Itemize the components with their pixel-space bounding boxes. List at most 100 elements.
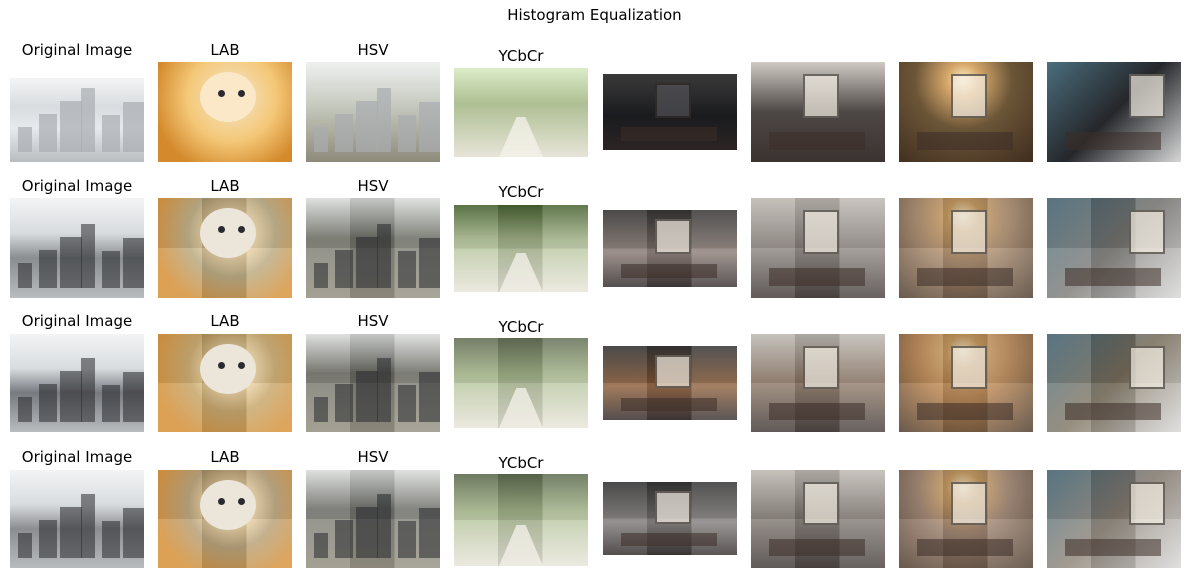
building-shape: [39, 520, 57, 558]
building-shape: [335, 114, 353, 152]
row1-city-skyline-image: [306, 62, 440, 162]
row4-living-room-image: [603, 482, 737, 555]
row4-forest-path-image: [454, 474, 588, 566]
furniture-shape: [1065, 402, 1161, 421]
row3-forest-path-image: [454, 338, 588, 428]
building-shape: [123, 238, 144, 288]
building-shape: [102, 251, 120, 288]
building-shape: [335, 520, 353, 558]
row4-label-lab: LAB: [210, 448, 240, 466]
row2-kitten-image: [158, 198, 292, 298]
building-shape: [102, 115, 120, 152]
row1-label-lab: LAB: [210, 41, 240, 59]
row4-lounge-chandelier-image: [899, 470, 1033, 568]
row4-label-hsv: HSV: [357, 448, 389, 466]
row3-label-hsv: HSV: [357, 312, 389, 330]
window-shape: [951, 74, 987, 118]
building-shape: [18, 397, 32, 422]
building-shape: [419, 102, 440, 152]
kitten-shape: [200, 480, 256, 530]
row4-city-street-image: [10, 470, 144, 568]
row4-living-room-windows-image: [751, 470, 885, 568]
building-shape: [60, 371, 82, 422]
row2-living-room-windows-image: [751, 198, 885, 298]
row3-living-room-image: [603, 346, 737, 420]
building-shape: [18, 127, 32, 152]
row2-label-hsv: HSV: [357, 177, 389, 195]
building-shape: [377, 88, 391, 152]
path-shape: [499, 116, 543, 157]
kitten-eye: [218, 90, 225, 97]
furniture-shape: [621, 127, 717, 141]
window-shape: [951, 481, 987, 525]
row1-lounge-chandelier-image: [899, 62, 1033, 162]
furniture-shape: [621, 533, 717, 547]
row4-bedroom-image: [1047, 470, 1181, 568]
building-shape: [81, 88, 95, 152]
row3-bedroom-image: [1047, 334, 1181, 432]
kitten-eye: [238, 362, 245, 369]
kitten-eye: [218, 226, 225, 233]
window-shape: [803, 481, 839, 525]
building-shape: [39, 250, 57, 288]
window-shape: [951, 210, 987, 254]
kitten-shape: [200, 208, 256, 258]
row1-living-room-image: [603, 74, 737, 150]
building-shape: [398, 115, 416, 152]
window-shape: [1129, 481, 1165, 525]
building-shape: [39, 384, 57, 422]
row3-city-street-image: [10, 334, 144, 432]
building-shape: [314, 533, 328, 558]
building-shape: [377, 358, 391, 422]
furniture-shape: [769, 402, 865, 421]
row2-lounge-chandelier-image: [899, 198, 1033, 298]
row2-label-lab: LAB: [210, 177, 240, 195]
building-shape: [335, 250, 353, 288]
row3-living-room-windows-image: [751, 334, 885, 432]
window-shape: [1129, 210, 1165, 254]
furniture-shape: [621, 397, 717, 412]
building-shape: [123, 102, 144, 152]
row2-city-skyline-image: [306, 198, 440, 298]
building-shape: [18, 263, 32, 288]
building-shape: [60, 507, 82, 558]
furniture-shape: [1065, 538, 1161, 557]
furniture-shape: [1065, 268, 1161, 286]
building-shape: [398, 385, 416, 422]
furniture-shape: [1065, 132, 1161, 150]
building-shape: [102, 385, 120, 422]
row2-city-street-image: [10, 198, 144, 298]
furniture-shape: [917, 402, 1013, 421]
building-shape: [123, 372, 144, 422]
building-shape: [419, 238, 440, 288]
building-shape: [356, 237, 378, 288]
kitten-shape: [200, 344, 256, 394]
row1-forest-path-image: [454, 68, 588, 157]
furniture-shape: [769, 538, 865, 557]
row3-lounge-chandelier-image: [899, 334, 1033, 432]
building-shape: [314, 397, 328, 422]
furniture-shape: [917, 132, 1013, 150]
kitten-shape: [200, 72, 256, 122]
row1-living-room-windows-image: [751, 62, 885, 162]
row4-label-original-image: Original Image: [21, 448, 133, 466]
row3-label-ycbcr: YCbCr: [498, 318, 544, 336]
row3-label-original-image: Original Image: [21, 312, 133, 330]
building-shape: [314, 263, 328, 288]
row4-label-ycbcr: YCbCr: [498, 454, 544, 472]
window-shape: [655, 219, 691, 255]
furniture-shape: [917, 268, 1013, 286]
window-shape: [1129, 345, 1165, 389]
row2-forest-path-image: [454, 205, 588, 292]
kitten-eye: [218, 498, 225, 505]
row1-city-street-image: [10, 78, 144, 162]
building-shape: [377, 224, 391, 288]
row1-bedroom-image: [1047, 62, 1181, 162]
window-shape: [655, 83, 691, 118]
window-shape: [803, 210, 839, 254]
window-shape: [803, 74, 839, 118]
window-shape: [1129, 74, 1165, 118]
kitten-eye: [238, 498, 245, 505]
kitten-eye: [218, 362, 225, 369]
figure-title: Histogram Equalization: [507, 6, 682, 24]
